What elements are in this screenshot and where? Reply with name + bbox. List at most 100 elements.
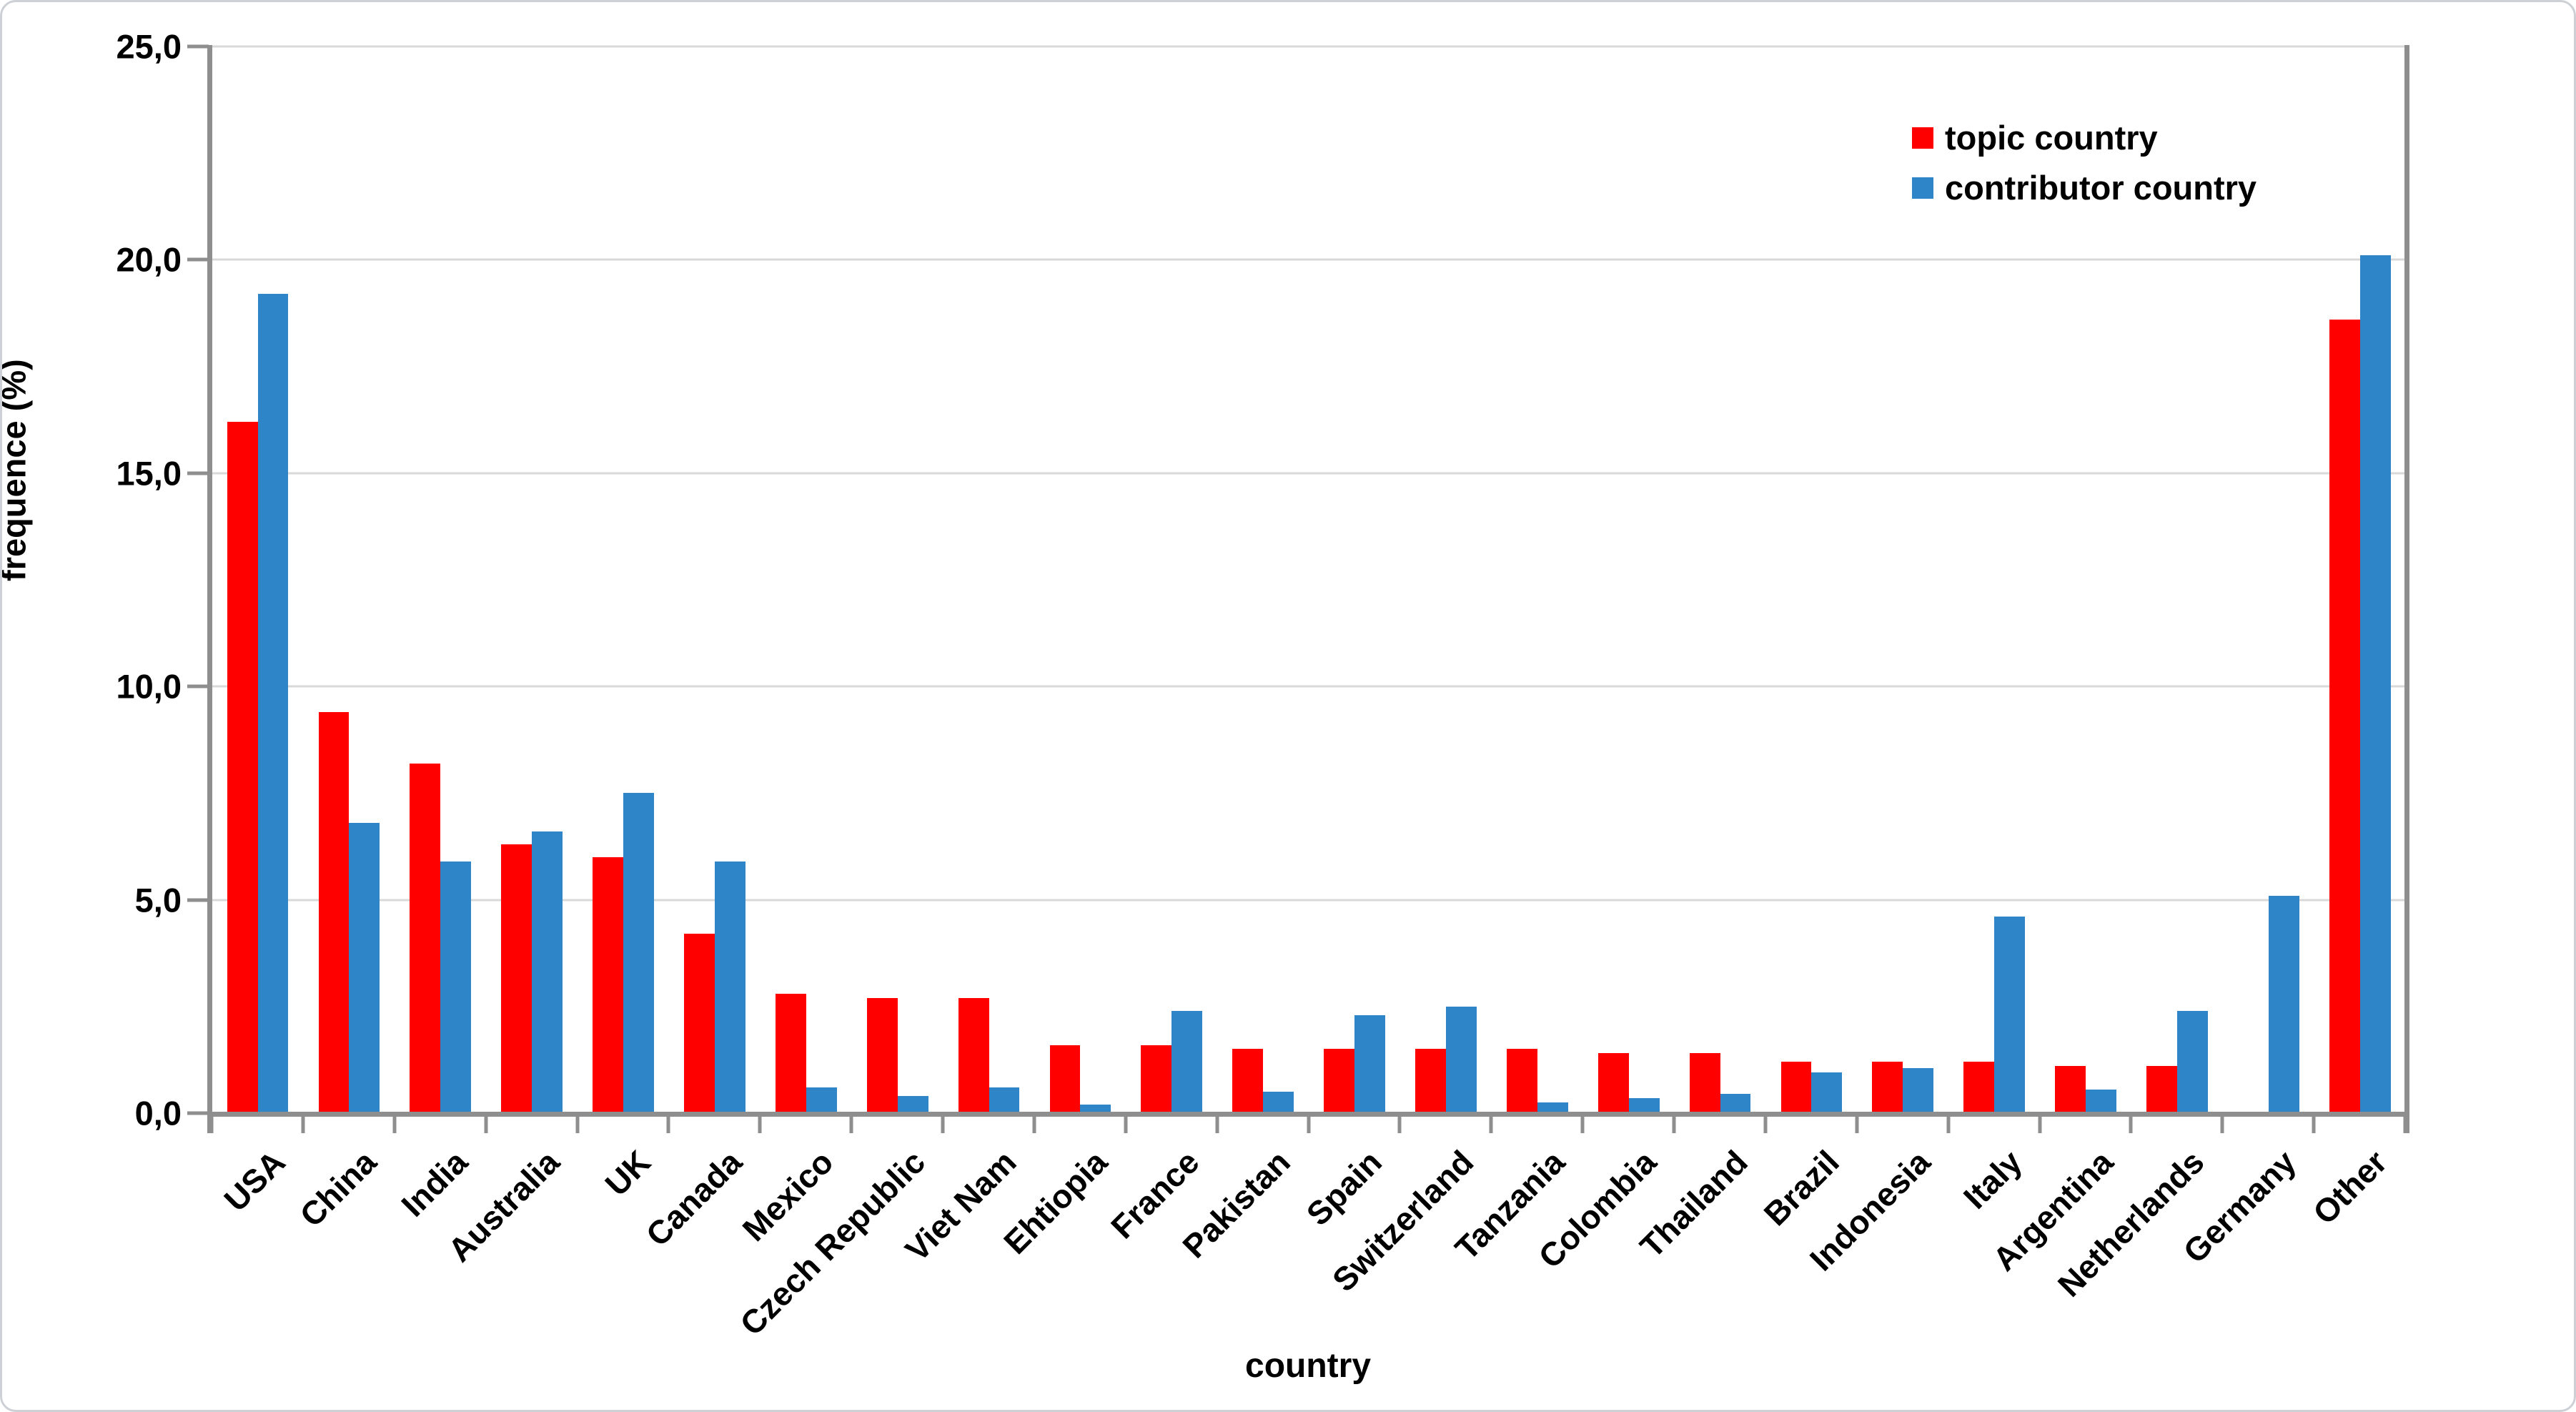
x-tick-mark bbox=[758, 1115, 762, 1133]
bar-topic-country-netherlands bbox=[2146, 1066, 2177, 1113]
bar-contributor-country-argentina bbox=[2086, 1090, 2116, 1113]
category-slot-thailand bbox=[1674, 46, 1765, 1113]
category-slot-colombia bbox=[1582, 46, 1674, 1113]
category-slot-netherlands bbox=[2131, 46, 2222, 1113]
x-tick-mark bbox=[2312, 1115, 2316, 1133]
category-slot-germany bbox=[2222, 46, 2314, 1113]
bar-topic-country-argentina bbox=[2055, 1066, 2086, 1113]
x-tick-mark bbox=[1672, 1115, 1676, 1133]
y-tick-mark bbox=[187, 257, 209, 262]
y-tick-mark bbox=[187, 1111, 209, 1115]
x-category-label-brazil: Brazil bbox=[1756, 1142, 1846, 1233]
bar-contributor-country-switzerland bbox=[1445, 1006, 1477, 1113]
y-tick-mark bbox=[187, 684, 209, 688]
bar-contributor-country-brazil bbox=[1811, 1072, 1843, 1113]
category-slot-other bbox=[2314, 46, 2405, 1113]
category-slot-argentina bbox=[2040, 46, 2131, 1113]
gridline bbox=[212, 45, 2405, 48]
category-slot-ehtiopia bbox=[1034, 46, 1126, 1113]
bar-topic-country-usa bbox=[227, 422, 258, 1113]
bar-contributor-country-canada bbox=[714, 861, 745, 1113]
y-tick-mark bbox=[187, 898, 209, 902]
x-category-label-canada: Canada bbox=[638, 1142, 749, 1254]
category-slot-canada bbox=[668, 46, 760, 1113]
bar-contributor-country-indonesia bbox=[1903, 1068, 1934, 1113]
contributor-country-swatch-icon bbox=[1912, 177, 1933, 199]
bar-contributor-country-tanzania bbox=[1537, 1102, 1568, 1113]
y-tick-mark bbox=[187, 44, 209, 49]
bar-contributor-country-pakistan bbox=[1263, 1092, 1294, 1113]
bar-contributor-country-australia bbox=[532, 831, 563, 1113]
category-slot-uk bbox=[578, 46, 669, 1113]
category-slot-france bbox=[1126, 46, 1217, 1113]
x-tick-mark bbox=[2038, 1115, 2041, 1133]
x-tick-mark bbox=[1855, 1115, 1859, 1133]
bar-contributor-country-thailand bbox=[1720, 1094, 1751, 1113]
bar-topic-country-thailand bbox=[1689, 1053, 1720, 1113]
bar-topic-country-ehtiopia bbox=[1049, 1045, 1081, 1113]
category-slot-viet-nam bbox=[943, 46, 1034, 1113]
bar-topic-country-italy bbox=[1963, 1062, 1995, 1113]
category-slot-pakistan bbox=[1217, 46, 1309, 1113]
x-tick-mark bbox=[1397, 1115, 1402, 1133]
x-tick-mark bbox=[849, 1115, 853, 1133]
bar-topic-country-colombia bbox=[1597, 1053, 1629, 1113]
category-slot-india bbox=[395, 46, 486, 1113]
bar-topic-country-mexico bbox=[775, 993, 806, 1113]
x-tick-mark bbox=[1580, 1115, 1585, 1133]
x-tick-mark bbox=[1307, 1115, 1310, 1133]
bar-contributor-country-india bbox=[440, 861, 472, 1113]
y-tick-label: 15,0 bbox=[116, 454, 182, 493]
category-slot-czech-republic bbox=[851, 46, 943, 1113]
category-slot-china bbox=[303, 46, 395, 1113]
bar-topic-country-pakistan bbox=[1232, 1049, 1264, 1113]
x-category-label-china: China bbox=[292, 1142, 384, 1235]
right-axis-line bbox=[2404, 45, 2409, 1133]
x-tick-mark bbox=[392, 1115, 397, 1133]
bar-contributor-country-china bbox=[349, 823, 380, 1113]
bar-contributor-country-italy bbox=[1994, 917, 2026, 1113]
legend: topic country contributor country bbox=[1912, 119, 2257, 219]
category-slot-italy bbox=[1948, 46, 2040, 1113]
bar-contributor-country-usa bbox=[257, 294, 289, 1113]
x-tick-mark bbox=[2129, 1115, 2133, 1133]
category-slot-australia bbox=[486, 46, 578, 1113]
bar-topic-country-viet-nam bbox=[958, 997, 989, 1113]
bar-contributor-country-czech-republic bbox=[897, 1096, 928, 1113]
x-tick-mark bbox=[1946, 1115, 1951, 1133]
bar-contributor-country-colombia bbox=[1628, 1098, 1660, 1113]
x-tick-mark bbox=[2403, 1115, 2407, 1133]
category-slot-indonesia bbox=[1857, 46, 1948, 1113]
legend-label: contributor country bbox=[1945, 168, 2257, 207]
y-tick-label: 25,0 bbox=[116, 27, 182, 66]
category-slot-spain bbox=[1309, 46, 1400, 1113]
bar-topic-country-uk bbox=[593, 856, 624, 1113]
x-category-label-india: India bbox=[394, 1142, 475, 1224]
bar-contributor-country-france bbox=[1171, 1010, 1203, 1113]
bar-topic-country-canada bbox=[684, 934, 715, 1113]
y-tick-mark bbox=[187, 471, 209, 475]
bar-topic-country-other bbox=[2329, 319, 2360, 1113]
bar-topic-country-czech-republic bbox=[866, 997, 898, 1113]
x-axis-line bbox=[207, 1112, 2409, 1117]
x-tick-mark bbox=[666, 1115, 670, 1133]
x-category-label-italy: Italy bbox=[1956, 1142, 2029, 1216]
x-tick-mark bbox=[2220, 1115, 2224, 1133]
x-category-label-uk: UK bbox=[598, 1142, 658, 1203]
legend-label: topic country bbox=[1945, 119, 2158, 157]
bar-topic-country-spain bbox=[1324, 1049, 1355, 1113]
bar-topic-country-australia bbox=[501, 844, 532, 1113]
bar-contributor-country-ehtiopia bbox=[1080, 1105, 1111, 1113]
bar-topic-country-france bbox=[1141, 1045, 1172, 1113]
x-tick-mark bbox=[484, 1115, 488, 1133]
y-tick-label: 5,0 bbox=[134, 881, 182, 919]
x-tick-mark bbox=[941, 1115, 945, 1133]
bar-contributor-country-mexico bbox=[806, 1087, 837, 1113]
category-slot-mexico bbox=[760, 46, 851, 1113]
category-slot-brazil bbox=[1765, 46, 1857, 1113]
gridline bbox=[212, 472, 2405, 475]
gridline bbox=[212, 258, 2405, 261]
bar-contributor-country-netherlands bbox=[2176, 1010, 2208, 1113]
y-axis-line bbox=[207, 45, 212, 1133]
bar-contributor-country-uk bbox=[623, 793, 654, 1113]
